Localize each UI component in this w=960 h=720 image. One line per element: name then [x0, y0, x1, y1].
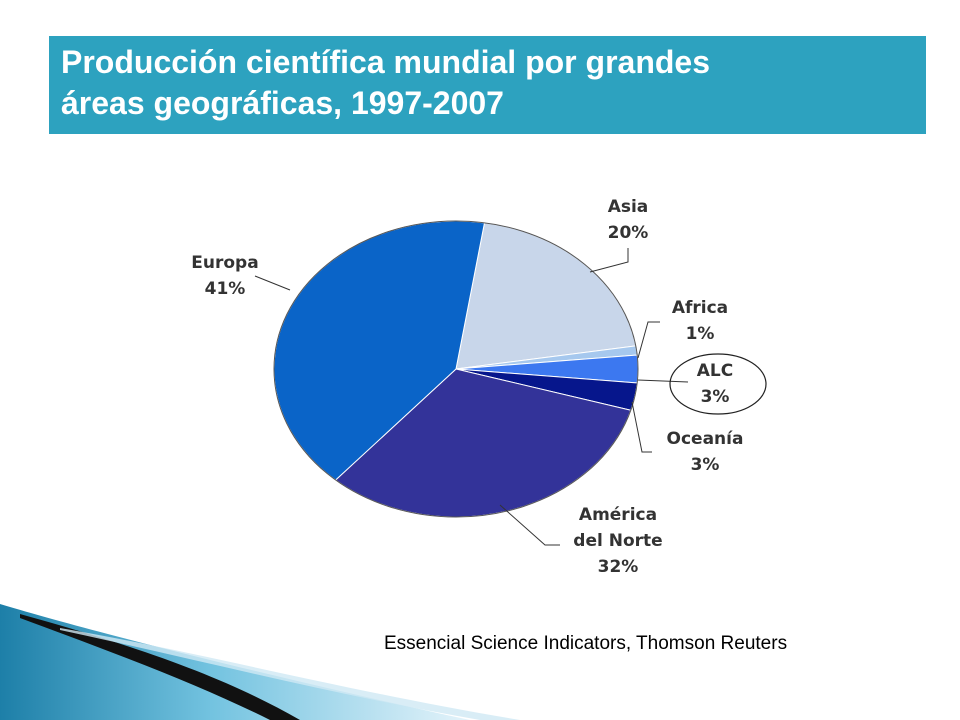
leader-line-alc: [637, 379, 689, 383]
pie-slice-asia: [455, 222, 637, 370]
leader-line-asia: [589, 248, 629, 273]
data-label-name-américa-del-norte: del Norte: [573, 531, 662, 551]
data-label-value-oceanía: 3%: [691, 455, 720, 475]
data-label-name-europa: Europa: [191, 253, 258, 273]
data-label-name-américa-del-norte: América: [579, 505, 657, 525]
data-label-value-asia: 20%: [608, 223, 649, 243]
pie-outline: [273, 220, 639, 518]
highlight-circle-alc: [669, 353, 767, 415]
data-label-name-africa: Africa: [672, 298, 728, 318]
title-line-1: Producción científica mundial por grande…: [61, 44, 710, 80]
title-banner: Producción científica mundial por grande…: [49, 36, 926, 134]
leader-line-europa: [254, 275, 291, 291]
data-label-value-europa: 41%: [205, 279, 246, 299]
data-label-value-américa-del-norte: 32%: [598, 557, 639, 577]
slide-title: Producción científica mundial por grande…: [61, 42, 914, 124]
data-label-value-alc: 3%: [701, 387, 730, 407]
data-label-name-asia: Asia: [608, 197, 649, 217]
leader-line-américa-del-norte: [499, 504, 560, 546]
leader-line-africa: [637, 321, 660, 359]
source-citation: Essencial Science Indicators, Thomson Re…: [384, 633, 788, 654]
data-label-value-africa: 1%: [686, 324, 715, 344]
data-label-name-oceanía: Oceanía: [667, 429, 744, 449]
title-line-2: áreas geográficas, 1997-2007: [61, 85, 504, 121]
leader-line-oceanía: [631, 401, 652, 453]
data-label-name-alc: ALC: [697, 361, 733, 381]
